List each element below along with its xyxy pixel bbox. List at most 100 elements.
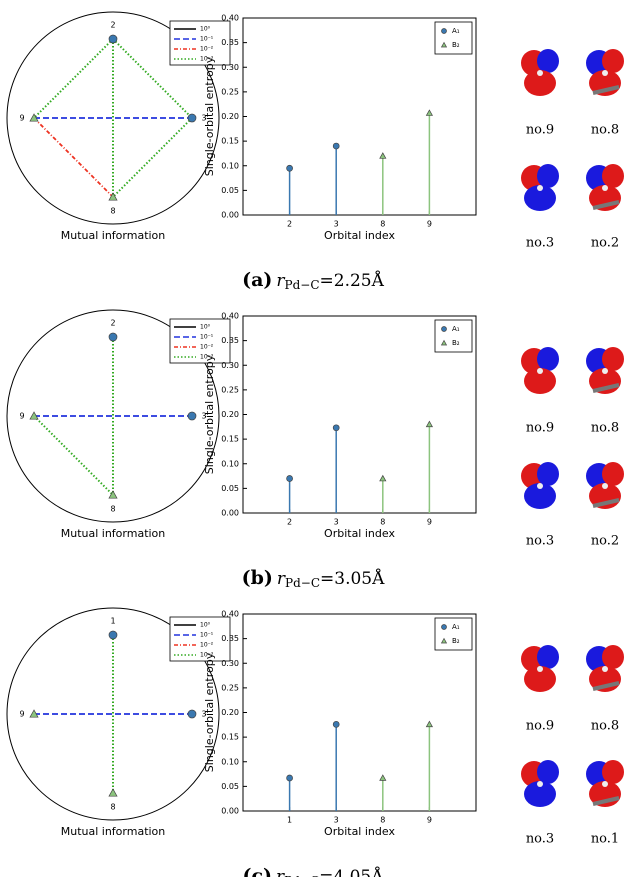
stem-marker: [425, 420, 433, 428]
orbital-lobe: [524, 483, 556, 509]
mi-edge: [33, 117, 114, 198]
mi-legend-label: 10⁻²: [200, 46, 214, 53]
mi-legend-label: 10⁻²: [200, 344, 214, 351]
stem-marker: [425, 720, 433, 728]
y-tick-label: 0.05: [221, 484, 239, 493]
stem-marker: [286, 475, 293, 482]
orbital-lobe: [524, 70, 556, 96]
stem-marker: [379, 152, 387, 159]
x-tick-label: 9: [427, 816, 432, 825]
y-tick-label: 0.20: [221, 112, 239, 121]
mi-node: [187, 411, 197, 421]
y-tick-label: 0.25: [221, 87, 239, 96]
y-tick-label: 0.30: [221, 659, 239, 668]
atom: [602, 368, 608, 374]
mi-circle: [6, 11, 220, 225]
ligand: [592, 796, 620, 806]
mi-legend-label: 10⁻³: [200, 354, 214, 361]
x-tick-label: 9: [427, 220, 432, 229]
mi-edge: [112, 117, 193, 198]
mi-legend-label: 10⁰: [200, 26, 211, 33]
atom: [537, 781, 543, 787]
caption-label: (a): [242, 269, 272, 291]
atom: [537, 185, 543, 191]
stem-marker: [286, 774, 293, 782]
mi-node: [29, 709, 39, 718]
mi-node-label: 3: [201, 114, 206, 123]
y-tick-label: 0.00: [221, 211, 239, 220]
orbital-label: no.3: [526, 832, 554, 847]
y-tick-label: 0.20: [221, 708, 239, 717]
mi-node-label: 9: [19, 710, 24, 719]
ligand: [592, 200, 620, 210]
stem-marker: [425, 109, 433, 116]
x-tick-label: 3: [334, 518, 339, 527]
x-axis-label: Orbital index: [324, 229, 395, 242]
caption: (b) rPd−C=3.05Å: [242, 567, 386, 590]
x-tick-label: 2: [287, 220, 292, 229]
y-tick-label: 0.05: [221, 186, 239, 195]
orbital-label: no.3: [526, 534, 554, 549]
atom: [537, 483, 543, 489]
mi-legend-label: 10⁻²: [200, 642, 214, 649]
y-tick-label: 0.30: [221, 63, 239, 72]
x-tick-label: 3: [334, 220, 339, 229]
orbital-lobe: [602, 645, 624, 669]
mi-legend-label: 10⁻¹: [200, 334, 214, 341]
caption-variable: r: [276, 867, 285, 877]
mi-node-label: 8: [110, 505, 115, 514]
orbital-lobe: [524, 185, 556, 211]
atom: [602, 70, 608, 76]
mi-node: [108, 192, 118, 201]
mi-legend-label: 10⁻³: [200, 652, 214, 659]
orbital-label: no.1: [591, 832, 619, 847]
mi-node: [29, 113, 39, 122]
orbital-label: no.3: [526, 236, 554, 251]
mi-node: [29, 411, 39, 420]
mi-edge: [33, 38, 114, 119]
atom: [602, 666, 608, 672]
orbital-lobe: [537, 462, 559, 486]
legend-marker: [440, 41, 448, 48]
legend-label: A₁: [452, 623, 460, 631]
orbital-lobe: [537, 760, 559, 784]
y-tick-label: 0.15: [221, 733, 239, 742]
mi-legend-label: 10⁰: [200, 622, 211, 629]
y-tick-label: 0.35: [221, 634, 239, 643]
legend-box: [434, 319, 473, 353]
caption-value: =3.05Å: [320, 568, 385, 589]
legend-label: A₁: [452, 27, 460, 35]
orbital-lobe: [537, 49, 559, 73]
mi-node-label: 2: [110, 319, 115, 328]
orbital-lobe: [602, 164, 624, 188]
mi-title: Mutual information: [61, 825, 166, 838]
mi-edge: [112, 38, 193, 119]
atom: [537, 368, 543, 374]
y-tick-label: 0.40: [221, 610, 239, 619]
mi-node: [187, 709, 197, 719]
caption: (a) rPd−C=2.25Å: [242, 269, 385, 292]
caption-subscript: Pd−C: [284, 874, 319, 877]
orbital-lobe: [602, 462, 624, 486]
mi-node: [108, 490, 118, 499]
orbital-lobe: [537, 645, 559, 669]
orbital-lobe: [602, 760, 624, 784]
mi-node-label: 3: [201, 710, 206, 719]
orbital-lobe: [602, 347, 624, 371]
atom: [602, 781, 608, 787]
mi-node-label: 9: [19, 412, 24, 421]
mi-title: Mutual information: [61, 527, 166, 540]
caption-label: (c): [242, 865, 272, 877]
y-tick-label: 0.40: [221, 312, 239, 321]
mi-node-label: 2: [110, 21, 115, 30]
orbital-label: no.8: [591, 123, 619, 138]
ligand: [592, 85, 620, 95]
mi-node: [108, 630, 118, 640]
legend-label: B₂: [452, 339, 460, 347]
mi-node-label: 8: [110, 207, 115, 216]
caption-value: =2.25Å: [320, 270, 385, 291]
atom: [602, 483, 608, 489]
stem-marker: [332, 720, 340, 728]
